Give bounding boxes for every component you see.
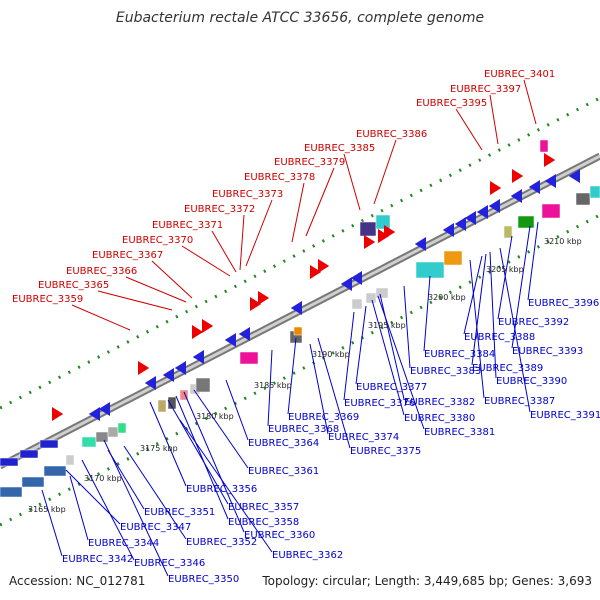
forward-gene-label: EUBREC_3372 [184, 204, 255, 215]
forward-gene-label: EUBREC_3395 [416, 98, 487, 109]
label-leader-lines [41, 79, 539, 577]
forward-gene-label: EUBREC_3401 [484, 69, 555, 80]
reverse-gene-label: EUBREC_3362 [272, 550, 343, 561]
reverse-gene-label: EUBREC_3357 [228, 502, 299, 513]
forward-gene-label: EUBREC_3378 [244, 172, 315, 183]
reverse-gene-label: EUBREC_3356 [186, 484, 257, 495]
tick-label: 3180 kbp [196, 412, 234, 421]
forward-gene-label: EUBREC_3365 [38, 280, 109, 291]
forward-gene-label: EUBREC_3370 [122, 235, 193, 246]
reverse-gene-label: EUBREC_3377 [356, 382, 427, 393]
tick-label: 3170 kbp [84, 474, 122, 483]
reverse-gene-label: EUBREC_3352 [186, 537, 257, 548]
tick-label: 3165 kbp [28, 505, 66, 514]
reverse-gene-label: EUBREC_3382 [404, 397, 475, 408]
reverse-gene-label: EUBREC_3346 [134, 558, 205, 569]
forward-gene-label: EUBREC_3371 [152, 220, 223, 231]
reverse-gene-label: EUBREC_3351 [144, 507, 215, 518]
forward-gene-label: EUBREC_3386 [356, 129, 427, 140]
reverse-gene-label: EUBREC_3347 [120, 522, 191, 533]
reverse-gene-label: EUBREC_3376 [344, 398, 415, 409]
reverse-gene-label: EUBREC_3344 [88, 538, 159, 549]
reverse-gene-label: EUBREC_3374 [328, 432, 399, 443]
tick-label: 3200 kbp [428, 293, 466, 302]
dotted-guides [0, 96, 600, 527]
tick-label: 3195 kbp [368, 321, 406, 330]
reverse-gene-label: EUBREC_3375 [350, 446, 421, 457]
tick-label: 3190 kbp [312, 350, 350, 359]
forward-gene-label: EUBREC_3379 [274, 157, 345, 168]
reverse-gene-label: EUBREC_3392 [498, 317, 569, 328]
forward-gene-label: EUBREC_3359 [12, 294, 83, 305]
forward-gene-label: EUBREC_3385 [304, 143, 375, 154]
forward-gene-label: EUBREC_3367 [92, 250, 163, 261]
reverse-gene-label: EUBREC_3361 [248, 466, 319, 477]
kbp-ticks: 3165 kbp 3170 kbp 3175 kbp 3180 kbp 3185 kbp… [28, 237, 582, 514]
reverse-gene-label: EUBREC_3387 [484, 396, 555, 407]
map-title: Eubacterium rectale ATCC 33656, complete… [115, 10, 485, 26]
tick-label: 3210 kbp [544, 237, 582, 246]
reverse-gene-label: EUBREC_3388 [464, 332, 535, 343]
forward-gene-label: EUBREC_3366 [66, 266, 137, 277]
reverse-gene-label: EUBREC_3368 [268, 424, 339, 435]
tick-label: 3205 kbp [486, 265, 524, 274]
tick-label: 3175 kbp [140, 444, 178, 453]
reverse-gene-label: EUBREC_3396 [528, 298, 599, 309]
reverse-gene-label: EUBREC_3390 [496, 376, 567, 387]
reverse-gene-label: EUBREC_3364 [248, 438, 319, 449]
reverse-gene-label: EUBREC_3369 [288, 412, 359, 423]
reverse-gene-label: EUBREC_3389 [472, 363, 543, 374]
reverse-gene-label: EUBREC_3380 [404, 413, 475, 424]
forward-gene-label: EUBREC_3397 [450, 84, 521, 95]
reverse-gene-label: EUBREC_3360 [244, 530, 315, 541]
gene-features [0, 139, 600, 498]
tick-label: 3185 kbp [254, 381, 292, 390]
reverse-gene-label: EUBREC_3393 [512, 346, 583, 357]
reverse-gene-label: EUBREC_3342 [62, 554, 133, 565]
gene-labels: EUBREC_3359 EUBREC_3365 EUBREC_3366 EUBREC_… [12, 69, 600, 585]
accession-text: Accession: NC_012781 [9, 574, 146, 588]
forward-gene-label: EUBREC_3373 [212, 189, 283, 200]
reverse-gene-label: EUBREC_3358 [228, 517, 299, 528]
genome-summary-text: Topology: circular; Length: 3,449,685 bp… [262, 574, 592, 588]
reverse-gene-label: EUBREC_3391 [530, 410, 600, 421]
reverse-gene-label: EUBREC_3383 [410, 366, 481, 377]
reverse-gene-label: EUBREC_3381 [424, 427, 495, 438]
reverse-gene-label: EUBREC_3384 [424, 349, 495, 360]
reverse-gene-label: EUBREC_3350 [168, 574, 239, 585]
